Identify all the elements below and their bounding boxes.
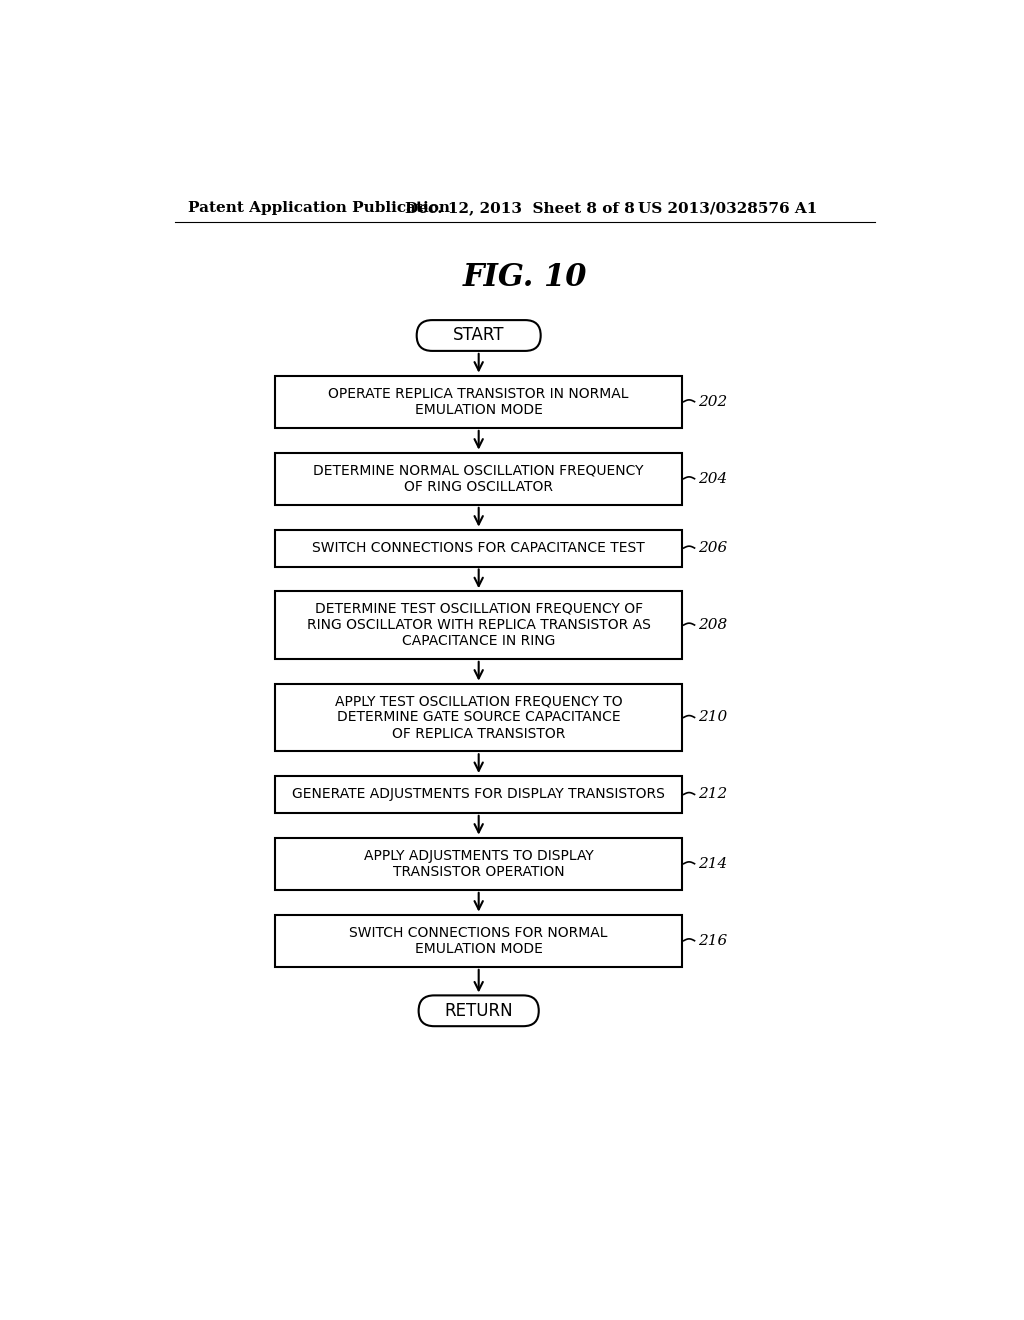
Bar (275, 684, 682, 751)
Bar (275, 838, 682, 890)
Text: 216: 216 (697, 933, 727, 948)
Bar (275, 776, 682, 813)
Bar (275, 591, 682, 659)
Bar (275, 915, 682, 966)
Text: GENERATE ADJUSTMENTS FOR DISPLAY TRANSISTORS: GENERATE ADJUSTMENTS FOR DISPLAY TRANSIS… (292, 788, 666, 801)
Bar (275, 376, 682, 428)
Bar (275, 529, 682, 566)
Text: APPLY TEST OSCILLATION FREQUENCY TO
DETERMINE GATE SOURCE CAPACITANCE
OF REPLICA: APPLY TEST OSCILLATION FREQUENCY TO DETE… (335, 694, 623, 741)
Text: 202: 202 (697, 395, 727, 409)
Text: START: START (453, 326, 505, 345)
Text: SWITCH CONNECTIONS FOR CAPACITANCE TEST: SWITCH CONNECTIONS FOR CAPACITANCE TEST (312, 541, 645, 554)
Text: Dec. 12, 2013  Sheet 8 of 8: Dec. 12, 2013 Sheet 8 of 8 (406, 202, 635, 215)
Text: FIG. 10: FIG. 10 (463, 263, 587, 293)
FancyBboxPatch shape (419, 995, 539, 1026)
Text: 210: 210 (697, 710, 727, 725)
Text: US 2013/0328576 A1: US 2013/0328576 A1 (638, 202, 817, 215)
Text: Patent Application Publication: Patent Application Publication (188, 202, 451, 215)
Text: SWITCH CONNECTIONS FOR NORMAL
EMULATION MODE: SWITCH CONNECTIONS FOR NORMAL EMULATION … (349, 925, 608, 956)
Text: 204: 204 (697, 471, 727, 486)
Text: 214: 214 (697, 857, 727, 871)
Bar (275, 453, 682, 506)
FancyBboxPatch shape (417, 321, 541, 351)
Text: 208: 208 (697, 618, 727, 632)
Text: APPLY ADJUSTMENTS TO DISPLAY
TRANSISTOR OPERATION: APPLY ADJUSTMENTS TO DISPLAY TRANSISTOR … (364, 849, 594, 879)
Text: 206: 206 (697, 541, 727, 554)
Text: DETERMINE NORMAL OSCILLATION FREQUENCY
OF RING OSCILLATOR: DETERMINE NORMAL OSCILLATION FREQUENCY O… (313, 463, 644, 494)
Text: 212: 212 (697, 788, 727, 801)
Text: RETURN: RETURN (444, 1002, 513, 1020)
Text: DETERMINE TEST OSCILLATION FREQUENCY OF
RING OSCILLATOR WITH REPLICA TRANSISTOR : DETERMINE TEST OSCILLATION FREQUENCY OF … (307, 602, 650, 648)
Text: OPERATE REPLICA TRANSISTOR IN NORMAL
EMULATION MODE: OPERATE REPLICA TRANSISTOR IN NORMAL EMU… (329, 387, 629, 417)
